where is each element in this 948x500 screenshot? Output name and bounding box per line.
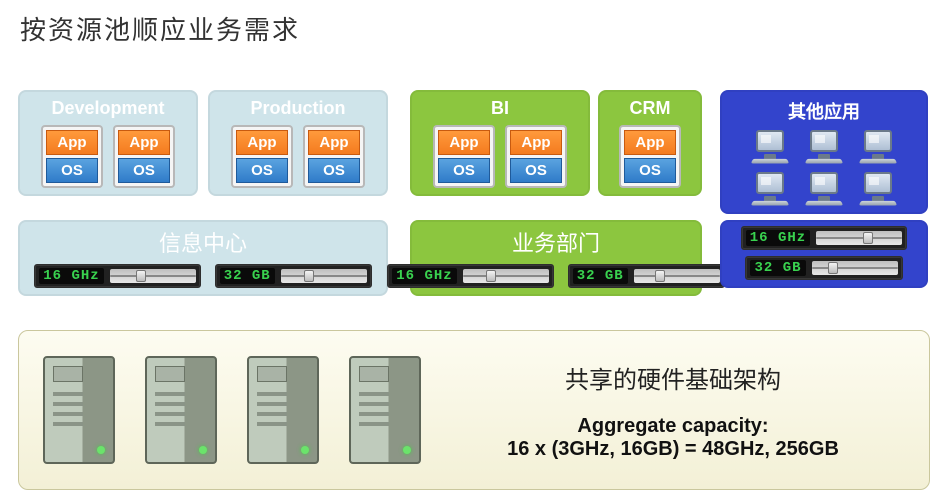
meter-readout: 32 GB xyxy=(573,268,628,284)
resource-meter[interactable]: 32 GB xyxy=(215,264,372,288)
client-icon xyxy=(750,130,790,164)
meter-track[interactable] xyxy=(281,269,367,283)
pool-title: 其他应用 xyxy=(730,98,918,124)
hardware-title: 共享的硬件基础架构 xyxy=(441,360,905,395)
resource-meter[interactable]: 16 GHz xyxy=(741,226,907,250)
dept-title: 信息中心 xyxy=(28,226,378,258)
pool-title: Development xyxy=(28,98,188,119)
client-icon xyxy=(804,172,844,206)
meter-readout: 32 GB xyxy=(750,260,805,276)
server-icon xyxy=(145,356,217,464)
hardware-panel: 共享的硬件基础架构 Aggregate capacity: 16 x (3GHz… xyxy=(18,330,930,490)
server-icon xyxy=(349,356,421,464)
capacity-line2: 16 x (3GHz, 16GB) = 48GHz, 256GB xyxy=(441,438,905,461)
meter-thumb[interactable] xyxy=(486,270,496,282)
meter-track[interactable] xyxy=(110,269,196,283)
server-icon xyxy=(247,356,319,464)
meter-readout: 16 GHz xyxy=(39,268,103,284)
pool-title: Production xyxy=(218,98,378,119)
page-title: 按资源池顺应业务需求 xyxy=(20,10,300,47)
meter-track[interactable] xyxy=(634,269,720,283)
pool-other-apps: 其他应用 xyxy=(720,90,928,214)
dept-business: 业务部门16 GHz32 GB xyxy=(410,220,702,296)
app-label: App xyxy=(624,130,676,155)
dept-title: 业务部门 xyxy=(420,226,692,258)
meter-thumb[interactable] xyxy=(136,270,146,282)
meter-readout: 32 GB xyxy=(220,268,275,284)
dept-right-meters: 16 GHz 32 GB xyxy=(720,220,928,288)
meter-track[interactable] xyxy=(463,269,549,283)
resource-meter[interactable]: 32 GB xyxy=(745,256,902,280)
os-label: OS xyxy=(118,158,170,183)
meter-thumb[interactable] xyxy=(863,232,873,244)
pool-title: BI xyxy=(420,98,580,119)
client-icon xyxy=(750,172,790,206)
resource-meter[interactable]: 16 GHz xyxy=(34,264,200,288)
app-label: App xyxy=(510,130,562,155)
server-icon xyxy=(43,356,115,464)
meter-thumb[interactable] xyxy=(655,270,665,282)
meter-thumb[interactable] xyxy=(304,270,314,282)
app-label: App xyxy=(236,130,288,155)
meter-track[interactable] xyxy=(812,261,898,275)
os-label: OS xyxy=(308,158,360,183)
resource-meter[interactable]: 16 GHz xyxy=(387,264,553,288)
os-label: OS xyxy=(46,158,98,183)
app-os-stack: App OS xyxy=(231,125,293,188)
client-icon xyxy=(858,130,898,164)
capacity-line1: Aggregate capacity: xyxy=(441,415,905,438)
pool-development: Development App OS App OS xyxy=(18,90,198,196)
meter-readout: 16 GHz xyxy=(392,268,456,284)
meter-thumb[interactable] xyxy=(828,262,838,274)
pool-production: Production App OS App OS xyxy=(208,90,388,196)
app-os-stack: App OS xyxy=(303,125,365,188)
server-icons xyxy=(43,356,421,464)
pool-crm: CRM App OS xyxy=(598,90,702,196)
pool-title: CRM xyxy=(608,98,692,119)
app-label: App xyxy=(438,130,490,155)
app-os-stack: App OS xyxy=(433,125,495,188)
pool-bi: BI App OS App OS xyxy=(410,90,590,196)
meter-track[interactable] xyxy=(816,231,902,245)
app-os-stack: App OS xyxy=(619,125,681,188)
client-icon xyxy=(858,172,898,206)
app-label: App xyxy=(118,130,170,155)
app-os-stack: App OS xyxy=(505,125,567,188)
client-icon xyxy=(804,130,844,164)
dept-info-center: 信息中心 16 GHz 32 GB xyxy=(18,220,388,296)
app-label: App xyxy=(46,130,98,155)
app-label: App xyxy=(308,130,360,155)
meter-readout: 16 GHz xyxy=(746,230,810,246)
os-label: OS xyxy=(438,158,490,183)
app-os-stack: App OS xyxy=(41,125,103,188)
os-label: OS xyxy=(510,158,562,183)
app-os-stack: App OS xyxy=(113,125,175,188)
os-label: OS xyxy=(624,158,676,183)
resource-meter[interactable]: 32 GB xyxy=(568,264,725,288)
os-label: OS xyxy=(236,158,288,183)
